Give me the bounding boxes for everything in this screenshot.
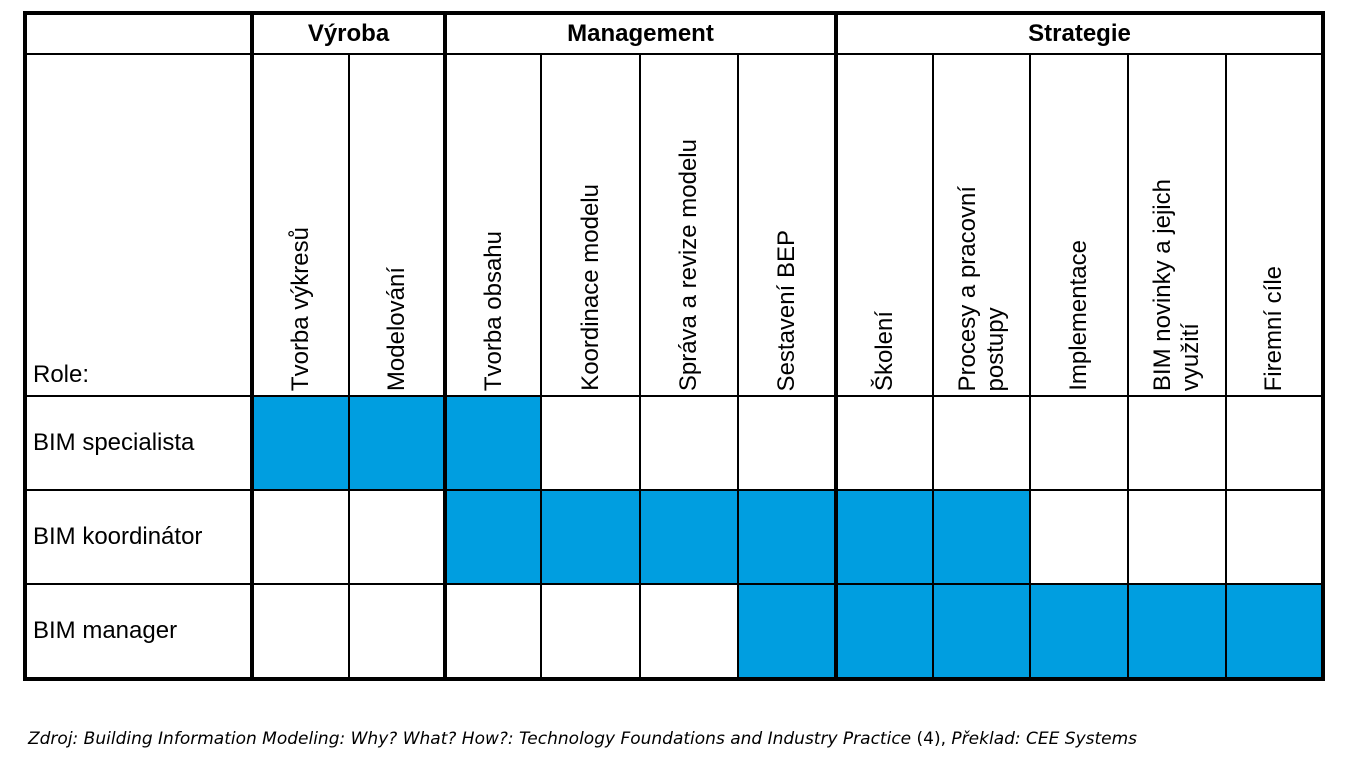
source-caption: Zdroj: Building Information Modeling: Wh… [28, 729, 1137, 749]
column-header: Implementace [1029, 53, 1129, 397]
responsibility-cell-empty [540, 395, 641, 491]
responsibility-cell-filled [251, 395, 350, 491]
caption-translation: Překlad: CEE Systems [951, 729, 1138, 749]
responsibility-cell-filled [932, 583, 1031, 680]
responsibility-cell-empty [1029, 489, 1129, 585]
responsibility-cell-empty [1029, 395, 1129, 491]
responsibility-cell-empty [1127, 395, 1227, 491]
column-header: Školení [835, 53, 934, 397]
column-header-label: Tvorba výkresů [287, 226, 314, 391]
role-name: BIM koordinátor [24, 489, 254, 585]
responsibility-cell-filled [932, 489, 1031, 585]
responsibility-cell-filled [737, 489, 838, 585]
responsibility-cell-filled [1029, 583, 1129, 680]
responsibility-cell-empty [348, 489, 447, 585]
column-header: Koordinace modelu [540, 53, 641, 397]
responsibility-cell-empty [1225, 489, 1324, 585]
role-header: Role: [24, 53, 254, 397]
responsibility-cell-filled [1225, 583, 1324, 680]
group-header: Strategie [835, 12, 1324, 55]
role-name: BIM manager [24, 583, 254, 680]
responsibility-cell-empty [1225, 395, 1324, 491]
group-header-row: Výroba Management Strategie [24, 12, 1324, 55]
role-name: BIM specialista [24, 395, 254, 491]
column-header-label: Implementace [1065, 240, 1092, 391]
responsibility-cell-filled [835, 489, 934, 585]
responsibility-cell-filled [1127, 583, 1227, 680]
responsibility-cell-filled [835, 583, 934, 680]
column-header-label: Tvorba obsahu [479, 230, 507, 391]
column-header-label: BIM novinky a jejich využití [1149, 178, 1204, 391]
column-header-label: Procesy a pracovní postupy [953, 185, 1009, 391]
responsibility-cell-empty [639, 395, 739, 491]
responsibility-cell-empty [639, 583, 739, 680]
responsibility-cell-empty [444, 583, 542, 680]
column-header: Firemní cíle [1225, 53, 1324, 397]
responsibility-cell-empty [835, 395, 934, 491]
column-header: Tvorba obsahu [444, 53, 542, 397]
table-row: BIM koordinátor [24, 489, 1324, 585]
column-header-label: Sestavení BEP [772, 229, 800, 391]
column-header: Modelování [348, 53, 447, 397]
responsibility-cell-empty [540, 583, 641, 680]
responsibility-cell-filled [444, 489, 542, 585]
column-header-label: Firemní cíle [1260, 265, 1287, 391]
responsibility-cell-empty [1127, 489, 1227, 585]
column-header-label: Modelování [382, 266, 410, 391]
responsibility-cell-filled [639, 489, 739, 585]
corner-cell [24, 12, 254, 55]
role-responsibility-matrix: Výroba Management Strategie Role: Tvorba vý… [23, 11, 1325, 681]
responsibility-cell-filled [348, 395, 447, 491]
caption-source: Zdroj: Building Information Modeling: Wh… [28, 729, 912, 749]
column-header-label: Školení [871, 310, 898, 391]
column-header: Procesy a pracovní postupy [932, 53, 1031, 397]
table-row: BIM manager [24, 583, 1324, 680]
group-header: Management [444, 12, 838, 55]
column-header-label: Koordinace modelu [576, 184, 604, 391]
caption-reference: (4), [911, 729, 952, 749]
responsibility-cell-filled [540, 489, 641, 585]
responsibility-cell-empty [251, 583, 350, 680]
column-header: BIM novinky a jejich využití [1127, 53, 1227, 397]
column-header-label: Správa a revize modelu [675, 138, 702, 391]
group-header: Výroba [251, 12, 447, 55]
responsibility-cell-empty [251, 489, 350, 585]
responsibility-cell-empty [737, 395, 838, 491]
table-row: BIM specialista [24, 395, 1324, 491]
column-header: Sestavení BEP [737, 53, 838, 397]
responsibility-cell-empty [348, 583, 447, 680]
column-header: Tvorba výkresů [251, 53, 350, 397]
responsibility-cell-filled [737, 583, 838, 680]
column-header-row: Role: Tvorba výkresů Modelování Tvorba obsa… [24, 53, 1324, 397]
column-header: Správa a revize modelu [639, 53, 739, 397]
responsibility-cell-empty [932, 395, 1031, 491]
responsibility-cell-filled [444, 395, 542, 491]
